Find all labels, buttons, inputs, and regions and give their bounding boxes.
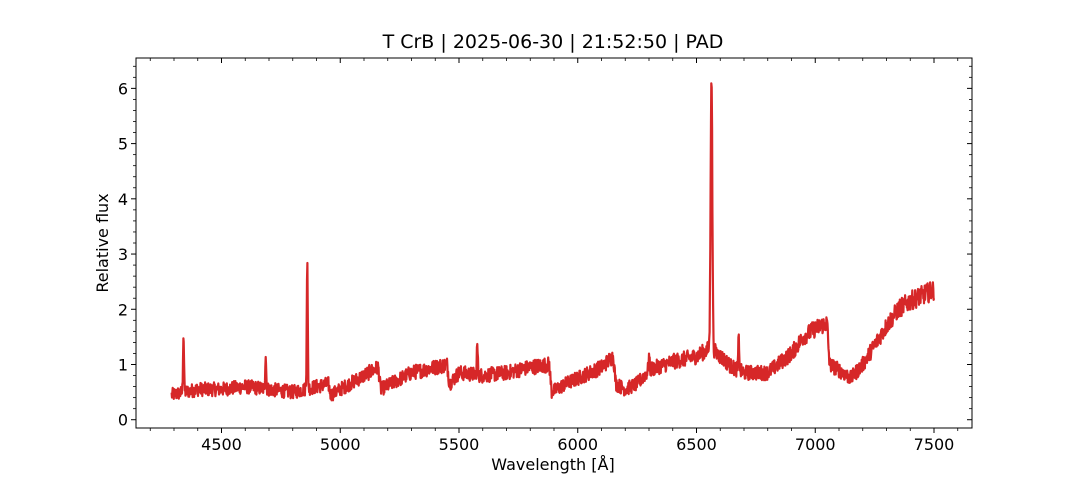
y-tick-label-2: 2 [118,300,128,319]
x-tick-label-4500: 4500 [201,435,242,454]
y-tick-label-6: 6 [118,79,128,98]
chart-title: T CrB | 2025-06-30 | 21:52:50 | PAD [382,31,724,53]
x-tick-label-6000: 6000 [557,435,598,454]
x-tick-label-7000: 7000 [795,435,836,454]
plot-area: 4500 5000 5500 6000 6500 7000 7500 0 1 2 3 4 5 6 [118,57,973,454]
spectrum-line-0 [170,82,936,402]
y-tick-label-3: 3 [118,245,128,264]
x-tick-label-6500: 6500 [676,435,717,454]
x-axis-label: Wavelength [Å] [491,455,614,474]
x-tick-label-7500: 7500 [914,435,955,454]
x-tick-label-5500: 5500 [439,435,480,454]
y-tick-label-5: 5 [118,135,128,154]
x-tick-label-5000: 5000 [320,435,361,454]
y-axis-label: Relative flux [93,193,112,292]
y-tick-label-1: 1 [118,355,128,374]
y-tick-label-4: 4 [118,190,128,209]
y-tick-label-0: 0 [118,411,128,430]
